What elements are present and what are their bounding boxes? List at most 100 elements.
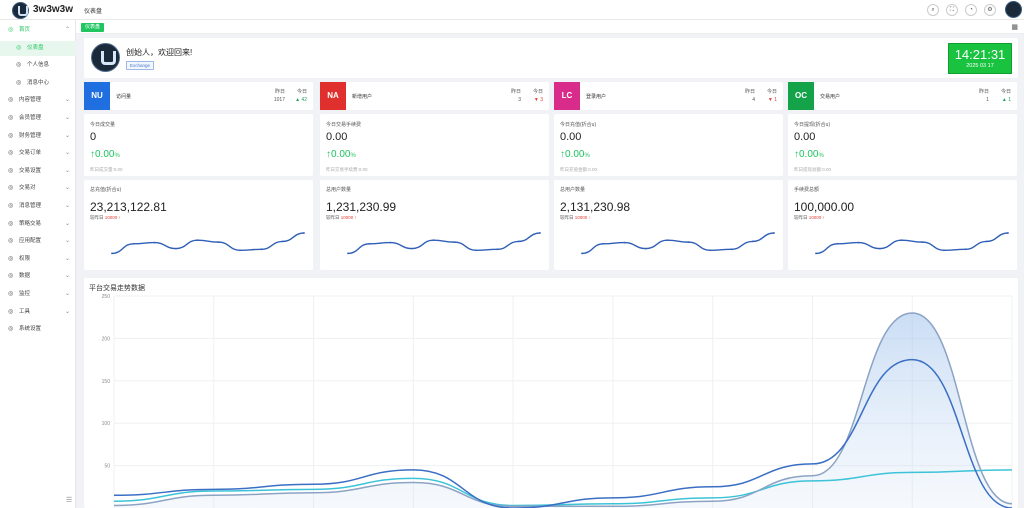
mail-icon: ◎ (8, 203, 14, 209)
y-tick-label: 200 (102, 336, 111, 342)
sidebar-item-17[interactable]: ◎ 系统设置 (0, 322, 76, 337)
sparkline (347, 232, 541, 255)
metric-label: 今日充值(折合u) (560, 122, 597, 128)
sidebar-item-0[interactable]: ◎ 首页 ⌃ (0, 23, 76, 38)
sidebar-item-15[interactable]: ◎ 监控 ⌄ (0, 287, 76, 302)
sparkline-point (217, 241, 220, 244)
stat-badge: OC (788, 82, 814, 110)
fullscreen-icon[interactable]: ⛶ (946, 4, 958, 16)
metric-yesterday: 昨日提现总额:0.00 (794, 167, 832, 172)
sparkline (581, 232, 775, 255)
tag-dashboard[interactable]: 仪表盘 (81, 23, 105, 32)
sparkline-point (517, 240, 520, 243)
metric-change: ↑0.00% (326, 149, 356, 160)
metric-pct: 0.00 (331, 149, 351, 160)
sparkline-point (666, 239, 669, 242)
today-label: 今日 (296, 89, 307, 95)
total-compare: 较昨日 10000 ↑ (90, 215, 121, 221)
sidebar-item-9[interactable]: ◎ 交易对 ⌄ (0, 181, 76, 196)
bell-icon[interactable]: ◔ (965, 4, 977, 16)
sparkline-point (836, 242, 839, 245)
sparkline-point (964, 248, 967, 251)
sidebar-item-13[interactable]: ◎ 权限 ⌄ (0, 252, 76, 267)
welcome-card: 创始人，欢迎回来! Exchange (84, 38, 1018, 78)
yesterday-label: 昨日 (978, 89, 989, 95)
trend-chart: 50 100 150 200 250 (102, 294, 1013, 508)
sidebar-item-1[interactable]: ◎ 仪表盘 (0, 40, 76, 56)
sidebar-item-label: 消息管理 (19, 203, 42, 209)
sparkline-point (921, 241, 924, 244)
chevron-icon: ⌄ (64, 115, 70, 121)
sparkline-point (303, 232, 305, 234)
compare-label: 较昨日 (90, 215, 104, 220)
trend-chart-card: 平台交易走势数据 50 100 150 200 250 (84, 278, 1018, 508)
monitor-icon: ◎ (8, 291, 14, 297)
sparkline-point (900, 239, 903, 242)
sparkline-point (239, 249, 241, 252)
strategy-icon: ◎ (8, 220, 14, 227)
sidebar-item-16[interactable]: ◎ 工具 ⌄ (0, 305, 76, 320)
chevron-icon: ⌄ (64, 273, 70, 280)
sidebar-item-4[interactable]: ◎ 内容管理 ⌄ (0, 93, 76, 108)
sparkline-point (175, 247, 177, 250)
stat-yesterday: 昨日 4 (745, 88, 755, 104)
grid-menu-icon[interactable]: ▦ (1011, 24, 1018, 31)
gear-icon[interactable]: ⚙ (984, 4, 996, 16)
stat-today: 今日 ▲ 1 (1001, 88, 1011, 104)
sparkline-point (453, 241, 456, 244)
chevron-icon: ⌄ (64, 167, 70, 174)
stat-label: 登录用户 (586, 94, 607, 100)
sparkline-point (687, 241, 690, 244)
sidebar-item-label: 工具 (19, 308, 31, 315)
metric-unit: % (584, 153, 590, 159)
sidebar-item-8[interactable]: ◎ 交易设置 ⌄ (0, 164, 76, 179)
sidebar-item-3[interactable]: ◎ 消息中心 (0, 76, 76, 91)
sidebar-item-12[interactable]: ◎ 应用配置 ⌄ (0, 234, 76, 249)
clock-widget: 14:21:31 2025 03 17 (948, 43, 1012, 74)
today-value: ▲ 1 (1001, 97, 1011, 103)
avatar[interactable] (1005, 1, 1022, 18)
sidebar-item-label: 策略交易 (19, 220, 42, 227)
sidebar-item-11[interactable]: ◎ 策略交易 ⌄ (0, 217, 76, 232)
stat-today: 今日 ▼ 3 (533, 88, 543, 104)
total-label: 总充值(折合u) (90, 187, 122, 193)
total-label: 总用户数量 (326, 187, 352, 193)
stat-badge: LC (554, 82, 580, 110)
compare-delta: 10000 ↑ (574, 215, 591, 220)
sidebar-item-14[interactable]: ◎ 数据 ⌄ (0, 269, 76, 284)
sidebar-item-5[interactable]: ◎ 会员管理 ⌄ (0, 111, 76, 126)
clock-time: 14:21:31 (954, 47, 1006, 62)
collapse-menu-icon[interactable]: ☰ (66, 497, 73, 504)
sparkline-line (347, 232, 541, 255)
sidebar-item-label: 系统设置 (19, 326, 42, 333)
sidebar-item-2[interactable]: ◎ 个人信息 (0, 58, 76, 73)
stat-card: NU 访问量 昨日 1017 今日 ▲ 42 (84, 82, 313, 110)
sparkline-point (857, 241, 860, 244)
chevron-icon: ⌄ (64, 185, 70, 192)
sidebar-item-7[interactable]: ◎ 交易订单 ⌄ (0, 146, 76, 161)
area-fill (114, 312, 1012, 508)
sparkline-point (602, 242, 605, 245)
top-bar: 3w3w3w 仪表盘 ⌕ ⛶ ◔ ⚙ (0, 0, 1024, 20)
sparkline-point (368, 242, 371, 245)
search-icon[interactable]: ⌕ (927, 4, 939, 16)
logo-icon (12, 2, 29, 19)
total-value: 23,213,122.81 (90, 200, 167, 214)
chevron-icon: ⌄ (64, 150, 70, 157)
total-label: 总用户数量 (560, 187, 586, 193)
metric-value: 0.00 (560, 131, 582, 143)
metric-yesterday: 昨日成交量:0.00 (90, 167, 123, 172)
metric-unit: % (350, 153, 356, 159)
compare-delta: 10000 ↑ (104, 215, 121, 220)
sparkline-point (985, 240, 988, 243)
metric-unit: % (114, 153, 120, 159)
sidebar-item-6[interactable]: ◎ 财务管理 ⌄ (0, 129, 76, 144)
y-tick-label: 50 (104, 464, 110, 470)
sparkline-point (1007, 232, 1009, 234)
metric-change: ↑0.00% (90, 149, 120, 160)
sidebar-item-10[interactable]: ◎ 消息管理 ⌄ (0, 199, 76, 214)
finance-icon: ◎ (8, 132, 14, 139)
user-avatar (91, 43, 120, 72)
user-icon: ◎ (16, 62, 22, 69)
sparkline-point (132, 242, 135, 245)
